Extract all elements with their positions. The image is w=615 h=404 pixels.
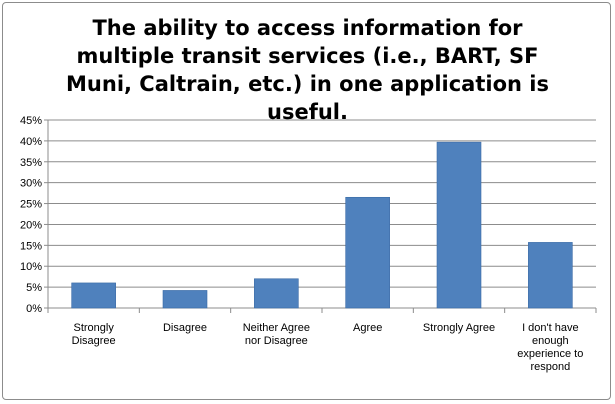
y-tick-label: 10%: [20, 261, 42, 273]
x-tick-label: I don't have enough experience to respond: [517, 322, 583, 373]
bar: [162, 290, 208, 309]
y-tick-label: 0%: [26, 303, 42, 315]
y-tick-label: 5%: [26, 282, 42, 294]
bar: [254, 278, 299, 309]
axes: [44, 119, 597, 313]
bars: [71, 141, 573, 309]
x-tick-label: Strongly Agree: [423, 322, 495, 334]
bar: [345, 196, 390, 309]
bar: [436, 141, 482, 309]
y-tick-label: 20%: [20, 219, 42, 231]
y-tick-label: 35%: [20, 157, 42, 169]
bar: [528, 242, 573, 309]
x-tick-label: Neither Agree nor Disagree: [243, 322, 310, 347]
y-tick-label: 40%: [20, 136, 42, 148]
gridlines: [48, 119, 596, 288]
y-tick-label: 15%: [20, 240, 42, 252]
y-tick-label: 25%: [20, 199, 42, 211]
x-tick-label: Strongly Disagree: [72, 322, 116, 347]
y-tick-label: 45%: [20, 115, 42, 127]
chart-frame: [2, 2, 611, 400]
bar: [71, 282, 116, 309]
y-tick-label: 30%: [20, 178, 42, 190]
chart-title: The ability to access information for mu…: [66, 16, 549, 124]
axis-labels: 0% 5% 10% 15% 20% 25% 30% 35% 40% 45% Strongly Disa…: [20, 115, 583, 373]
x-tick-label: Agree: [353, 322, 382, 334]
x-tick-label: Disagree: [163, 322, 207, 334]
